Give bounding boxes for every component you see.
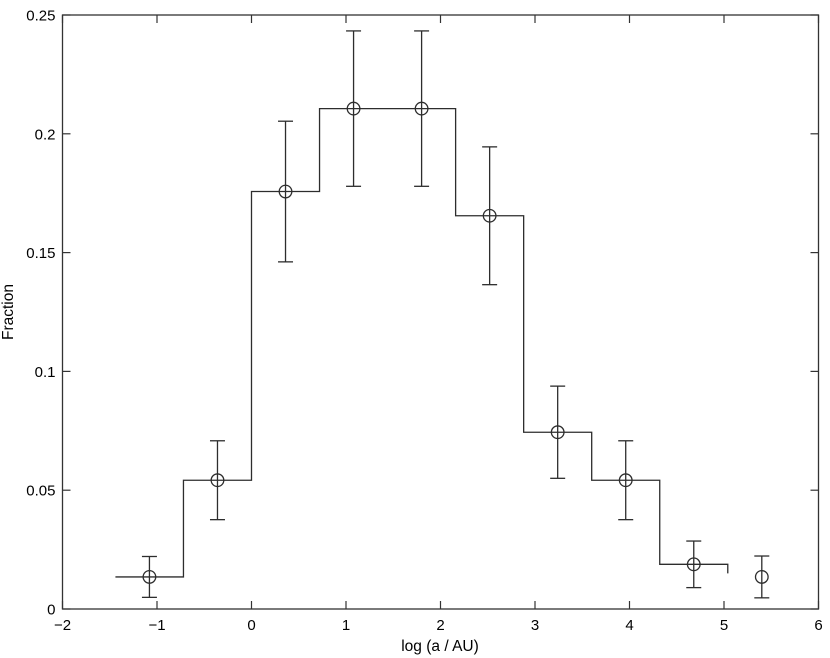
- x-axis-label: log (a / AU): [401, 638, 479, 655]
- error-bar: [414, 30, 430, 187]
- data-point-marker: [142, 569, 157, 584]
- data-markers: [142, 101, 769, 584]
- stairs-line: [115, 107, 729, 578]
- x-tick-label: 6: [814, 617, 822, 634]
- data-point-marker: [754, 569, 769, 584]
- x-tick-label: 5: [720, 617, 728, 634]
- x-tick-label: −1: [148, 617, 165, 634]
- y-tick-label: 0.25: [26, 8, 55, 25]
- error-bar: [618, 440, 634, 521]
- y-tick-label: 0: [47, 602, 55, 619]
- data-point-marker: [414, 101, 429, 116]
- axis-box: [61, 14, 820, 610]
- y-tick-label: 0.15: [26, 245, 55, 262]
- error-bars: [141, 30, 770, 599]
- x-tick-label: 0: [247, 617, 255, 634]
- y-tick-label: 0.05: [26, 483, 55, 500]
- data-point-marker: [686, 557, 701, 572]
- data-point-marker: [278, 184, 293, 199]
- data-point-marker: [346, 101, 361, 116]
- x-tick-label: 2: [436, 617, 444, 634]
- error-bar: [278, 120, 294, 263]
- error-bar: [754, 555, 770, 599]
- tick-marks: [61, 14, 820, 610]
- error-bar: [482, 146, 498, 286]
- tick-labels: −2 −1 0 1 2 3 4 5 6 0 0.05 0.1 0.15 0.2 0.25: [26, 8, 822, 635]
- y-tick-label: 0.2: [35, 126, 56, 143]
- data-point-marker: [618, 473, 633, 488]
- error-bar: [550, 385, 566, 479]
- error-bar: [686, 540, 702, 589]
- x-tick-label: 1: [342, 617, 350, 634]
- x-tick-label: 3: [531, 617, 539, 634]
- axis-box-border: [61, 14, 820, 610]
- data-point-marker: [210, 473, 225, 488]
- x-tick-label: 4: [625, 617, 633, 634]
- y-tick-label: 0.1: [35, 364, 56, 381]
- data-point-marker: [482, 208, 497, 223]
- x-tick-label: −2: [54, 617, 71, 634]
- data-point-marker: [550, 425, 565, 440]
- y-axis-label: Fraction: [0, 284, 17, 340]
- error-bar: [141, 555, 157, 599]
- stairs-path: [115, 107, 729, 578]
- error-bar: [346, 30, 362, 187]
- error-bar: [209, 440, 225, 521]
